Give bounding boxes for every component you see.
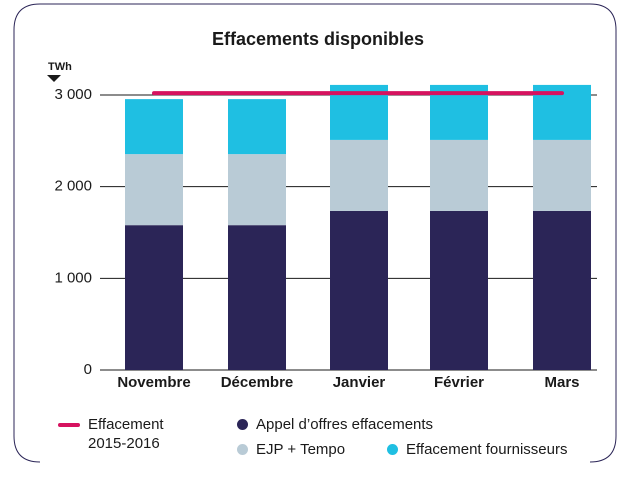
bar-segment [430, 139, 488, 211]
legend-item: EJP + Tempo [237, 440, 406, 459]
legend-label: Effacement 2015-2016 [88, 416, 164, 452]
bar-segment [125, 154, 183, 226]
axis-arrow [47, 75, 61, 82]
y-tick-label: 2 000 [54, 178, 92, 195]
legend-label: Effacement fournisseurs [406, 441, 568, 458]
bar-segment [533, 210, 591, 370]
legend-label: Appel d’offres effacements [256, 416, 434, 433]
legend-swatch [387, 444, 398, 455]
bar-segment [228, 154, 286, 226]
bar-segment [228, 99, 286, 155]
legend-swatch [58, 423, 80, 427]
y-axis-label: TWh [48, 61, 72, 73]
legend-item: Appel d’offres effacements [237, 415, 516, 434]
bar-segment [330, 139, 388, 211]
y-tick-label: 3 000 [54, 86, 92, 103]
x-tick-label: Février [434, 374, 484, 391]
legend-swatch [237, 444, 248, 455]
x-tick-label: Janvier [333, 374, 386, 391]
legend-item: Effacement fournisseurs [387, 440, 606, 459]
bar-segment [533, 139, 591, 211]
y-tick-label: 0 [84, 361, 92, 378]
bar-segment [430, 210, 488, 370]
legend-item: Effacement 2015-2016 [58, 415, 188, 453]
legend-label: EJP + Tempo [256, 441, 346, 458]
bar-segment [330, 210, 388, 370]
bar-segment [125, 225, 183, 370]
card-border [13, 3, 617, 463]
chart-title: Effacements disponibles [212, 29, 424, 49]
x-tick-label: Décembre [221, 374, 294, 391]
legend-swatch [237, 419, 248, 430]
x-tick-label: Mars [544, 374, 579, 391]
y-tick-label: 1 000 [54, 269, 92, 286]
bar-segment [125, 99, 183, 155]
x-tick-label: Novembre [117, 374, 190, 391]
bar-segment [228, 225, 286, 370]
